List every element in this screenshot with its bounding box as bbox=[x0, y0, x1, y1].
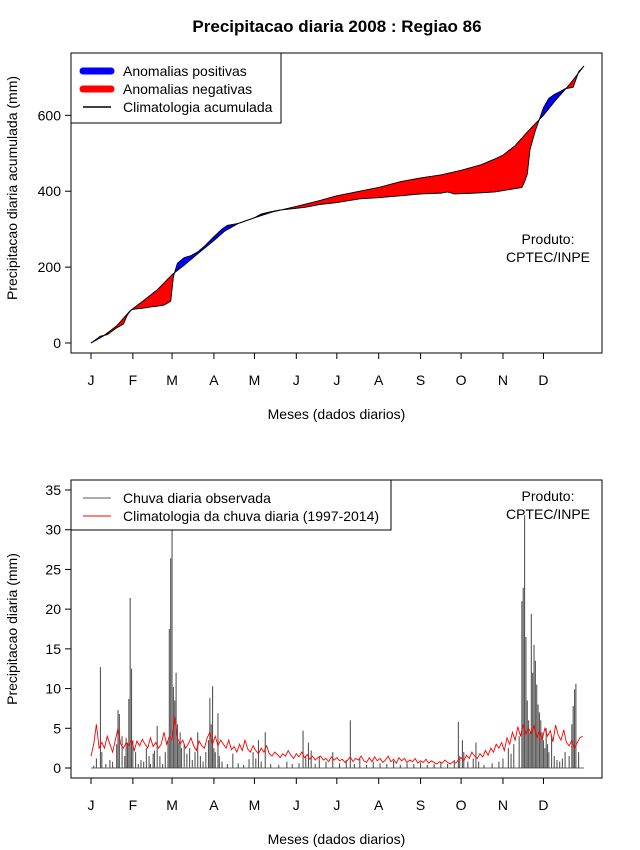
month-label: M bbox=[249, 372, 261, 388]
month-label: N bbox=[498, 372, 508, 388]
climatology-cumulative-line bbox=[90, 65, 585, 344]
chart-main-title: Precipitacao diaria 2008 : Regiao 86 bbox=[192, 17, 481, 36]
y-tick-label: 600 bbox=[38, 107, 62, 123]
month-label: J bbox=[293, 372, 300, 388]
month-label: A bbox=[209, 372, 219, 388]
y-tick-label: 5 bbox=[53, 720, 61, 736]
month-label: M bbox=[166, 372, 178, 388]
month-label: A bbox=[209, 797, 219, 813]
month-label: O bbox=[456, 372, 467, 388]
y-tick-label: 20 bbox=[45, 601, 61, 617]
month-label: J bbox=[88, 372, 95, 388]
product-note: CPTEC/INPE bbox=[506, 249, 590, 265]
legend-box bbox=[70, 479, 392, 531]
y-tick-label: 400 bbox=[38, 183, 62, 199]
month-label: M bbox=[166, 797, 178, 813]
legend-label: Anomalias positivas bbox=[123, 63, 247, 79]
y-tick-label: 15 bbox=[45, 641, 61, 657]
product-note: CPTEC/INPE bbox=[506, 506, 590, 522]
daily-precipitation-chart: 0 5 10 15 20 25 30 35 J F M A M J J A S O N D Meses (dados d… bbox=[4, 479, 603, 847]
x-axis-title: Meses (dados diarios) bbox=[268, 831, 406, 847]
month-label: F bbox=[129, 797, 138, 813]
legend: Chuva diaria observada Climatologia da ch… bbox=[70, 479, 392, 531]
climatology-daily-line bbox=[90, 716, 583, 765]
y-tick-label: 35 bbox=[45, 482, 61, 498]
y-tick-label: 0 bbox=[53, 335, 61, 351]
month-label: N bbox=[498, 797, 508, 813]
x-axis-title: Meses (dados diarios) bbox=[268, 406, 406, 422]
month-label: S bbox=[416, 372, 425, 388]
observed-cumulative-line bbox=[90, 65, 585, 344]
month-label: A bbox=[374, 797, 384, 813]
legend-label: Anomalias negativas bbox=[123, 81, 252, 97]
month-label: J bbox=[333, 372, 340, 388]
legend-label: Climatologia da chuva diaria (1997-2014) bbox=[123, 508, 379, 524]
product-note: Produto: bbox=[522, 231, 575, 247]
month-label: D bbox=[538, 797, 548, 813]
month-label: D bbox=[538, 372, 548, 388]
legend-label: Climatologia acumulada bbox=[123, 99, 273, 115]
product-note: Produto: bbox=[522, 488, 575, 504]
y-tick-label: 200 bbox=[38, 259, 62, 275]
legend: Anomalias positivas Anomalias negativas Cl… bbox=[70, 52, 282, 124]
month-label: J bbox=[333, 797, 340, 813]
month-label: J bbox=[293, 797, 300, 813]
month-label: F bbox=[129, 372, 138, 388]
month-label: O bbox=[456, 797, 467, 813]
y-tick-label: 25 bbox=[45, 561, 61, 577]
cumulative-precipitation-chart: 0 200 400 600 J F M A M J J A S O N D Meses (dados diari… bbox=[4, 52, 603, 422]
month-label: S bbox=[416, 797, 425, 813]
month-label: J bbox=[88, 797, 95, 813]
y-tick-label: 0 bbox=[53, 760, 61, 776]
y-axis-title: Precipitacao diaria (mm) bbox=[4, 553, 20, 705]
y-tick-label: 10 bbox=[45, 681, 61, 697]
y-tick-label: 30 bbox=[45, 522, 61, 538]
month-label: M bbox=[249, 797, 261, 813]
month-label: A bbox=[374, 372, 384, 388]
legend-label: Chuva diaria observada bbox=[123, 490, 271, 506]
y-axis-title: Precipitacao diaria acumulada (mm) bbox=[4, 76, 20, 300]
